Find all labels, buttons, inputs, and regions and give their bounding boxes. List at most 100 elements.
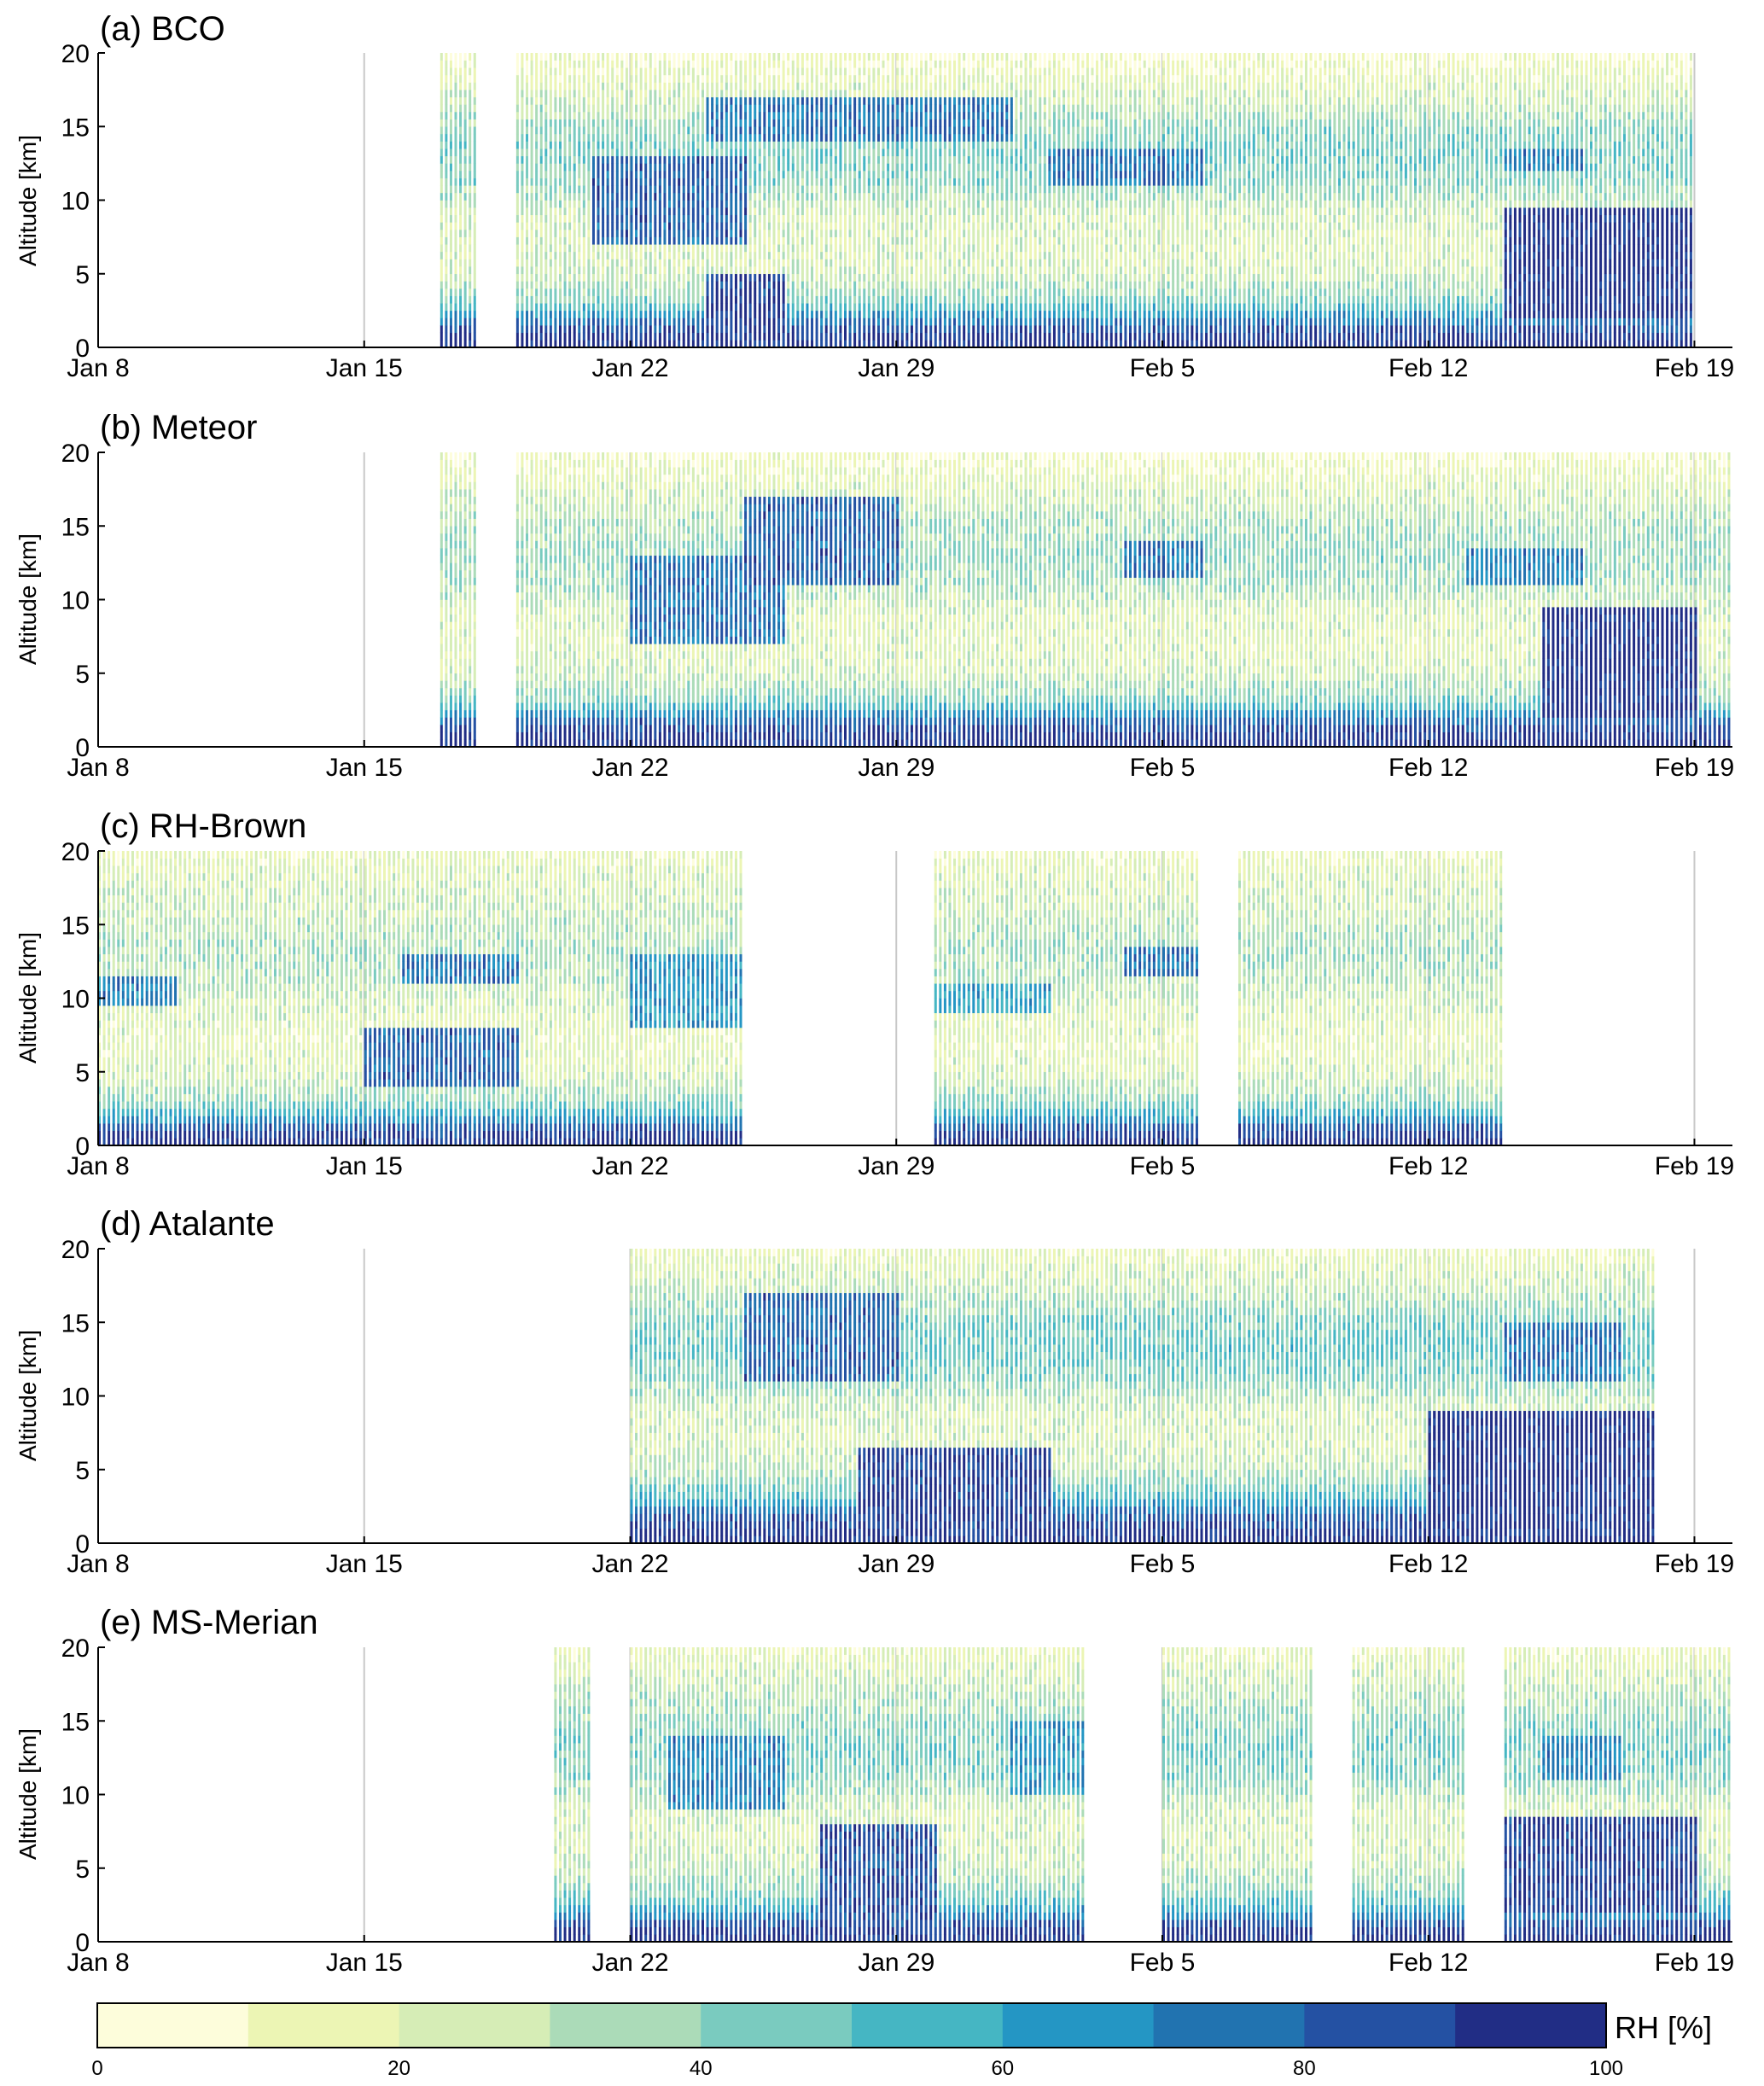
rh-cell — [896, 185, 899, 194]
rh-cell — [615, 67, 619, 76]
rh-cell — [682, 273, 685, 282]
rh-cell — [791, 185, 795, 194]
rh-cell — [449, 251, 452, 259]
rh-cell — [1015, 318, 1018, 326]
rh-cell — [1005, 251, 1009, 259]
rh-cell — [967, 133, 970, 142]
rh-cell — [678, 90, 681, 98]
rh-cell — [777, 171, 781, 178]
rh-cell — [639, 141, 643, 149]
rh-cell — [1015, 163, 1018, 172]
rh-cell — [796, 207, 800, 216]
rh-cell — [445, 222, 448, 230]
rh-cell — [715, 192, 719, 201]
rh-cell — [440, 214, 443, 223]
rh-cell — [811, 112, 814, 119]
rh-cell — [1024, 112, 1028, 119]
rh-cell — [811, 310, 814, 318]
rh-cell — [830, 251, 833, 259]
rh-cell — [1010, 53, 1013, 61]
rh-cell — [630, 192, 633, 201]
rh-cell — [620, 192, 624, 201]
rh-cell — [530, 60, 533, 68]
rh-cell — [473, 82, 476, 90]
rh-cell — [578, 126, 581, 135]
rh-cell — [635, 340, 638, 347]
sounding-column — [558, 53, 562, 347]
rh-cell — [701, 230, 704, 237]
rh-cell — [900, 171, 904, 178]
sounding-column — [620, 53, 624, 347]
rh-cell — [796, 273, 800, 282]
rh-cell — [948, 104, 952, 113]
rh-cell — [924, 318, 928, 326]
sounding-column — [830, 53, 833, 347]
rh-cell — [1048, 185, 1051, 194]
rh-cell — [730, 303, 733, 312]
rh-cell — [611, 332, 614, 341]
rh-cell — [639, 74, 643, 83]
rh-cell — [853, 325, 857, 334]
rh-cell — [635, 67, 638, 76]
rh-cell — [526, 149, 529, 157]
rh-cell — [806, 236, 809, 245]
rh-cell — [872, 295, 876, 304]
rh-cell — [706, 207, 709, 216]
rh-cell — [649, 207, 652, 216]
rh-cell — [625, 325, 628, 334]
rh-cell — [521, 60, 524, 68]
rh-cell — [948, 266, 952, 275]
rh-cell — [915, 251, 918, 259]
rh-cell — [649, 67, 652, 76]
rh-cell — [972, 303, 975, 312]
rh-cell — [777, 67, 781, 76]
rh-cell — [996, 251, 999, 259]
rh-cell — [958, 96, 961, 105]
rh-cell — [754, 288, 757, 296]
rh-cell — [639, 222, 643, 230]
rh-cell — [558, 171, 562, 178]
rh-cell — [672, 318, 676, 326]
rh-cell — [654, 214, 657, 223]
rh-cell — [554, 192, 557, 201]
rh-cell — [811, 222, 814, 230]
rh-cell — [905, 60, 909, 68]
rh-cell — [1039, 90, 1042, 98]
rh-cell — [706, 82, 709, 90]
rh-cell — [887, 303, 890, 312]
rh-cell — [535, 53, 539, 61]
rh-cell — [597, 185, 600, 194]
rh-cell — [563, 60, 567, 68]
rh-cell — [943, 67, 946, 76]
rh-cell — [544, 318, 548, 326]
rh-cell — [587, 155, 591, 164]
rh-cell — [587, 119, 591, 127]
rh-cell — [658, 163, 661, 172]
rh-cell — [715, 259, 719, 267]
rh-cell — [905, 149, 909, 157]
rh-cell — [530, 96, 533, 105]
rh-cell — [958, 90, 961, 98]
rh-cell — [863, 273, 866, 282]
rh-cell — [963, 325, 966, 334]
rh-cell — [830, 141, 833, 149]
rh-cell — [876, 340, 880, 347]
rh-cell — [530, 200, 533, 208]
rh-cell — [549, 266, 552, 275]
rh-cell — [454, 236, 457, 245]
rh-cell — [887, 163, 890, 172]
rh-cell — [554, 214, 557, 223]
rh-cell — [882, 230, 885, 237]
rh-cell — [754, 96, 757, 105]
rh-cell — [910, 340, 913, 347]
rh-cell — [1024, 119, 1028, 127]
rh-cell — [843, 244, 847, 253]
rh-cell — [544, 104, 548, 113]
rh-cell — [625, 281, 628, 289]
rh-cell — [535, 112, 539, 119]
rh-cell — [449, 163, 452, 172]
rh-cell — [972, 200, 975, 208]
rh-cell — [701, 244, 704, 253]
rh-cell — [711, 295, 714, 304]
rh-cell — [796, 318, 800, 326]
